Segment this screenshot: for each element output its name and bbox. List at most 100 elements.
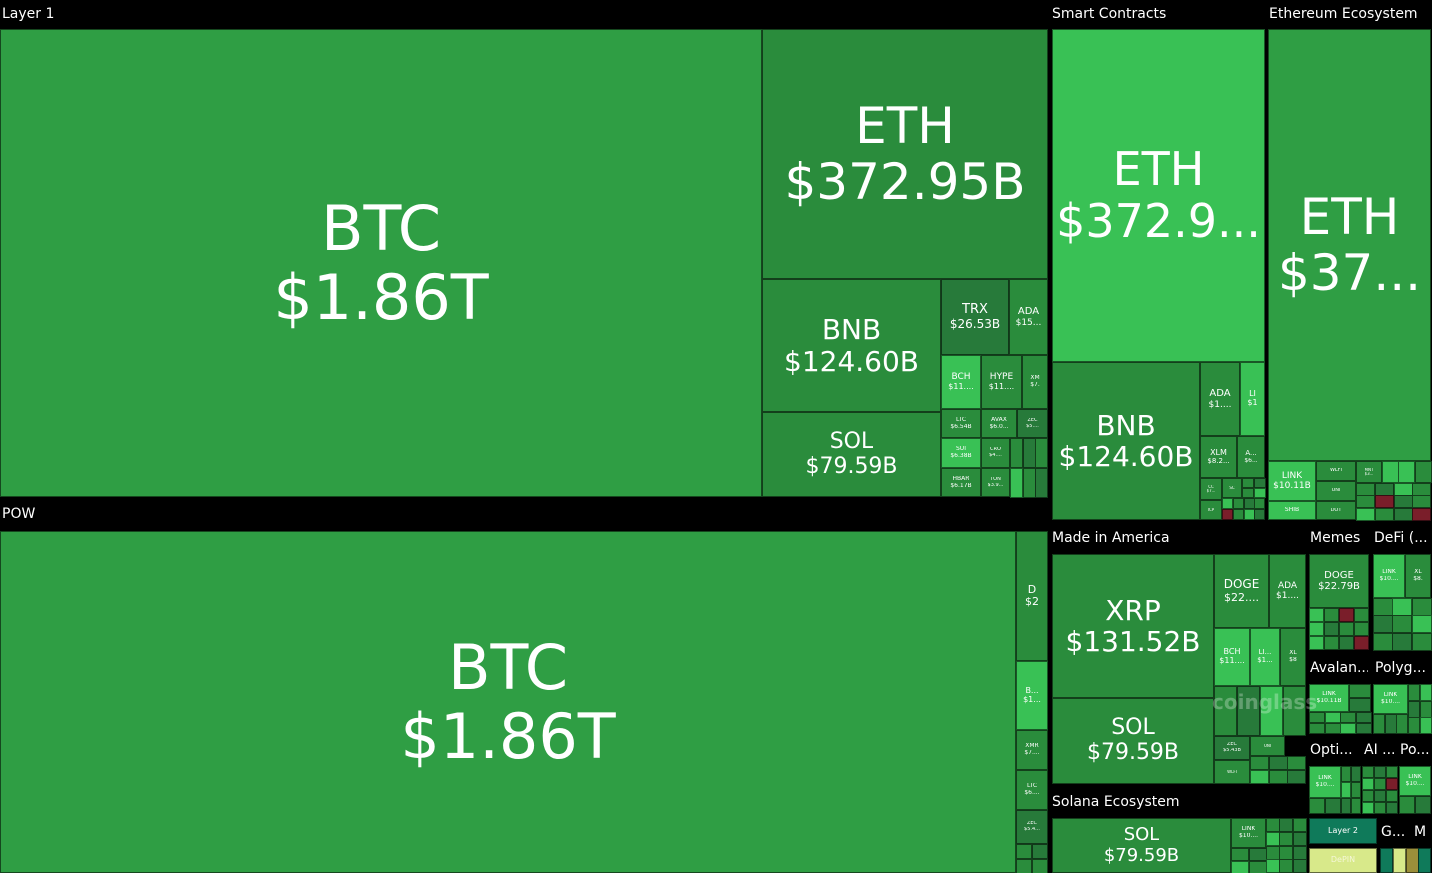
tile-small-coin[interactable] — [1341, 798, 1351, 814]
tile-small-coin[interactable] — [1394, 495, 1413, 508]
tile-memes-doge[interactable]: DOGE $22.79B — [1309, 554, 1369, 608]
tile-small-coin[interactable] — [1250, 756, 1269, 770]
tile-small-coin[interactable] — [1309, 636, 1324, 650]
tile-small-coin[interactable] — [1269, 770, 1288, 784]
tile-small-coin[interactable] — [1254, 509, 1265, 520]
tile-small-coin[interactable] — [1279, 818, 1293, 832]
tile-layer-1-ton[interactable]: TON $3.9... — [981, 468, 1010, 497]
tile-ethereum-ecosystem-wlfi[interactable]: WLFI — [1316, 461, 1356, 481]
tile-made-in-america-sol[interactable]: SOL $79.59B — [1052, 698, 1214, 784]
tile-small-coin[interactable] — [1325, 798, 1341, 814]
tile-small-coin[interactable] — [1032, 859, 1048, 873]
tile-small-coin[interactable] — [1386, 802, 1398, 814]
tile-layer-1-ada[interactable]: ADA $15... — [1009, 279, 1048, 355]
tile-made-in-america-uni[interactable]: UNI — [1250, 736, 1285, 756]
tile-small-coin[interactable] — [1349, 698, 1371, 712]
tile-solana-ecosystem-sol[interactable]: SOL $79.59B — [1052, 818, 1231, 873]
sector-header-made-in-america[interactable]: Made in America — [1052, 530, 1170, 546]
tile-small-coin[interactable] — [1412, 495, 1431, 508]
tile-smart-contracts-icp[interactable]: ICP — [1200, 500, 1222, 520]
tile-made-in-america-xl[interactable]: XL $8 — [1280, 628, 1306, 686]
tile-layer-1-bch[interactable]: BCH $11.... — [941, 355, 981, 409]
tile-defi-link[interactable]: LINK $10.... — [1373, 554, 1405, 598]
tile-avalan-link[interactable]: LINK $10.11B — [1309, 684, 1349, 712]
sector-chip-depin[interactable]: DePIN — [1309, 848, 1377, 873]
tile-made-in-america-doge[interactable]: DOGE $22.... — [1214, 554, 1269, 628]
tile-small-coin[interactable] — [1324, 608, 1339, 622]
tile-small-coin[interactable] — [1351, 798, 1361, 814]
tile-small-coin[interactable] — [1412, 598, 1432, 616]
sector-header-memes[interactable]: Memes — [1310, 530, 1361, 546]
tile-small-coin[interactable] — [1283, 686, 1306, 736]
tile-small-coin[interactable] — [1392, 598, 1412, 616]
tile-small-coin[interactable] — [1249, 861, 1267, 873]
tile-small-coin[interactable] — [1399, 796, 1415, 814]
tile-small-coin[interactable] — [1375, 495, 1394, 508]
tile-layer-1-zec[interactable]: ZEC $5.... — [1017, 409, 1048, 438]
tile-small-coin[interactable] — [1374, 778, 1386, 790]
tile-made-in-america-wlfi[interactable]: WLFI — [1214, 760, 1250, 784]
tile-small-coin[interactable] — [1266, 846, 1280, 860]
tile-po-link[interactable]: LINK $10.... — [1399, 766, 1431, 796]
tile-layer-1-sui[interactable]: SUI $6.38B — [941, 438, 981, 468]
sector-chip-layer-2[interactable]: Layer 2 — [1309, 818, 1377, 844]
tile-small-coin[interactable] — [1415, 461, 1432, 483]
tile-small-coin[interactable] — [1214, 686, 1237, 736]
tile-small-coin[interactable] — [1341, 782, 1351, 798]
tile-ethereum-ecosystem-shib[interactable]: SHIB — [1268, 501, 1316, 520]
sector-header-smart-contracts[interactable]: Smart Contracts — [1052, 6, 1167, 22]
tile-small-coin[interactable] — [1415, 796, 1431, 814]
tile-small-coin[interactable] — [1287, 756, 1306, 770]
tile-small-coin[interactable] — [1340, 723, 1356, 734]
tile-small-coin[interactable] — [1356, 723, 1372, 734]
sector-header-po[interactable]: Po... — [1400, 742, 1429, 758]
tile-small-coin[interactable] — [1237, 686, 1260, 736]
tile-small-coin[interactable] — [1339, 636, 1354, 650]
tile-ethereum-ecosystem-uni[interactable]: UNI — [1316, 481, 1356, 501]
tile-smart-contracts-cc[interactable]: CC $7... — [1200, 478, 1222, 500]
sector-header-pow[interactable]: POW — [2, 506, 36, 522]
tile-small-coin[interactable] — [1339, 622, 1354, 636]
sector-header-avalan[interactable]: Avalan... — [1310, 660, 1368, 676]
tile-small-coin[interactable] — [1392, 633, 1412, 651]
sector-header-solana-ecosystem[interactable]: Solana Ecosystem — [1052, 794, 1180, 810]
tile-small-coin[interactable] — [1394, 508, 1413, 521]
tile-small-coin[interactable] — [1392, 615, 1412, 633]
tile-small-coin[interactable] — [1231, 848, 1249, 861]
tile-small-coin[interactable] — [1373, 633, 1393, 651]
tile-small-coin[interactable] — [1362, 778, 1374, 790]
tile-small-coin[interactable] — [1309, 608, 1324, 622]
sector-header-polyg[interactable]: Polyg... — [1375, 660, 1426, 676]
tile-small-coin[interactable] — [1412, 508, 1431, 521]
tile-smart-contracts-eth[interactable]: ETH $372.9... — [1052, 29, 1265, 362]
tile-smart-contracts-ada[interactable]: ADA $1.... — [1200, 362, 1240, 436]
tile-small-coin[interactable] — [1279, 859, 1293, 873]
tile-ethereum-ecosystem-dot[interactable]: DOT — [1316, 501, 1356, 520]
tile-small-coin[interactable] — [1016, 859, 1032, 873]
tile-small-coin[interactable] — [1309, 622, 1324, 636]
tile-ethereum-ecosystem-mnt[interactable]: MNT $3... — [1356, 461, 1382, 483]
tile-small-coin[interactable] — [1325, 723, 1341, 734]
tile-small-coin[interactable] — [1341, 766, 1351, 782]
tile-small-coin[interactable] — [1266, 832, 1280, 846]
tile-small-coin[interactable] — [1279, 846, 1293, 860]
tile-solana-ecosystem-link[interactable]: LINK $10.... — [1231, 818, 1266, 848]
tile-small-coin[interactable] — [1293, 832, 1307, 846]
sector-header-ai[interactable]: AI ... — [1364, 742, 1396, 758]
tile-small-coin[interactable] — [1324, 622, 1339, 636]
tile-defi-xl[interactable]: XL $8. — [1405, 554, 1431, 598]
tile-small-coin[interactable] — [1351, 782, 1361, 798]
tile-layer-1-sol[interactable]: SOL $79.59B — [762, 412, 941, 497]
tile-small-coin[interactable] — [1374, 802, 1386, 814]
tile-small-coin[interactable] — [1374, 766, 1386, 778]
tile-small-coin[interactable] — [1324, 636, 1339, 650]
tile-layer-1-bnb[interactable]: BNB $124.60B — [762, 279, 941, 412]
tile-small-coin[interactable] — [1010, 438, 1023, 468]
tile-small-coin[interactable] — [1398, 461, 1415, 483]
tile-small-coin[interactable] — [1260, 686, 1283, 736]
tile-small-coin[interactable] — [1386, 790, 1398, 802]
tile-smart-contracts-a[interactable]: A... $6... — [1237, 436, 1265, 478]
tile-small-coin[interactable] — [1408, 717, 1420, 734]
tile-layer-1-eth[interactable]: ETH $372.95B — [762, 29, 1048, 279]
tile-pow-xmr[interactable]: XMR $7.... — [1016, 730, 1048, 770]
